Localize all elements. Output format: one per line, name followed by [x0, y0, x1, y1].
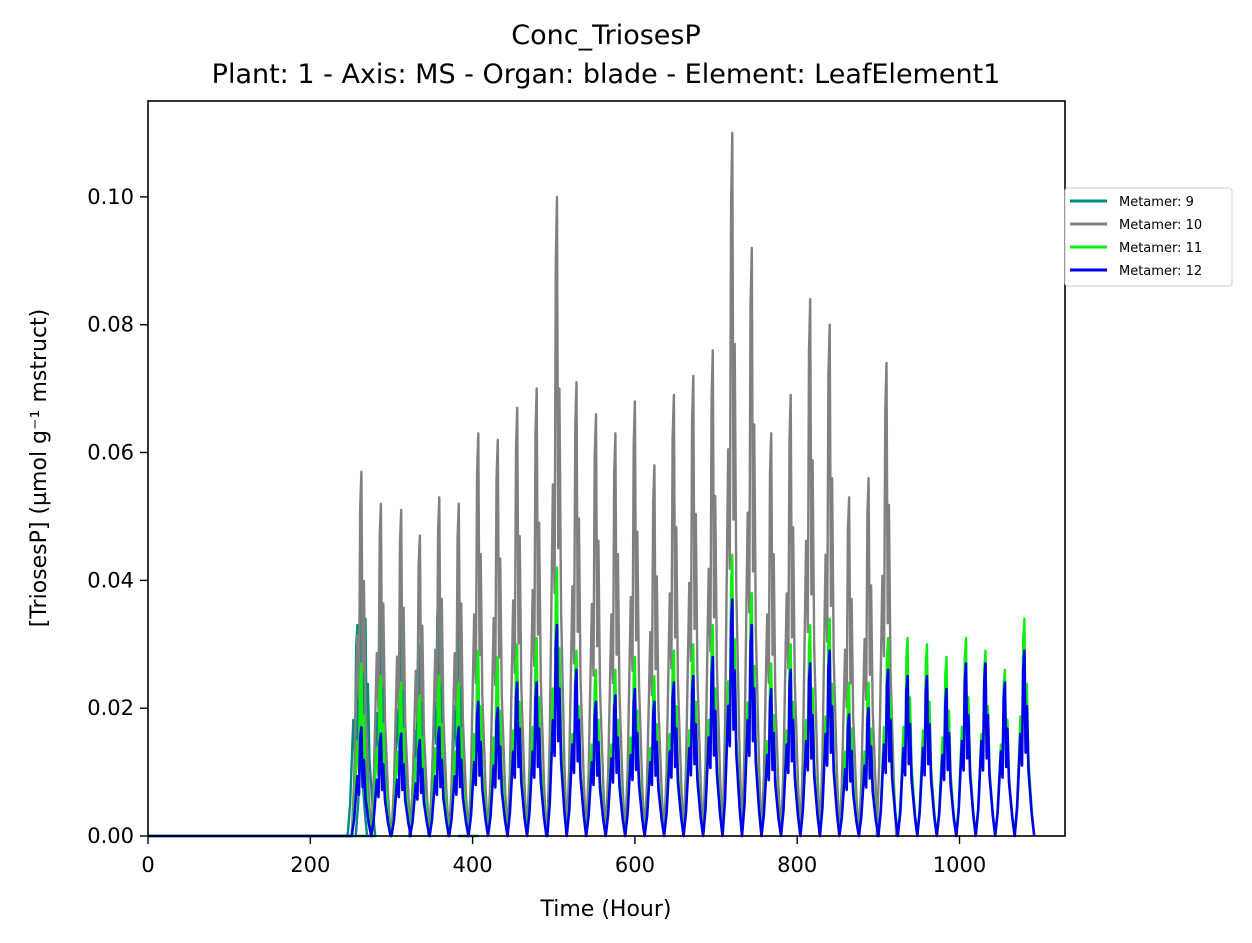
y-tick-label: 0.02 — [87, 696, 134, 720]
x-tick-label: 1000 — [933, 853, 986, 877]
x-axis-label: Time (Hour) — [540, 897, 672, 922]
series-line-metamer-12 — [148, 598, 1036, 838]
y-tick-label: 0.10 — [87, 185, 134, 209]
x-tick-label: 0 — [141, 853, 154, 877]
plot-area — [148, 101, 1065, 836]
x-tick-label: 400 — [453, 853, 493, 877]
y-tick-label: 0.04 — [87, 568, 134, 592]
y-axis-label: [TriosesP] (µmol g⁻¹ mstruct) — [27, 309, 52, 627]
y-tick-label: 0.06 — [87, 441, 134, 465]
legend-label-metamer-12: Metamer: 12 — [1119, 264, 1202, 279]
chart-subtitle: Plant: 1 - Axis: MS - Organ: blade - Ele… — [212, 59, 1001, 90]
legend-label-metamer-9: Metamer: 9 — [1119, 195, 1194, 210]
legend-label-metamer-10: Metamer: 10 — [1119, 218, 1202, 233]
legend-label-metamer-11: Metamer: 11 — [1119, 241, 1202, 256]
chart-title: Conc_TriosesP — [511, 20, 701, 51]
y-axis-ticks: 0.00 0.02 0.04 0.06 0.08 0.10 — [87, 185, 148, 848]
x-tick-label: 800 — [777, 853, 817, 877]
legend-box — [1064, 187, 1233, 287]
x-axis-ticks: 0 200 400 600 800 1000 — [141, 836, 986, 877]
series-line-metamer-10 — [148, 131, 898, 838]
y-tick-label: 0.08 — [87, 313, 134, 337]
x-tick-label: 200 — [290, 853, 330, 877]
legend: Metamer: 9 Metamer: 10 Metamer: 11 Metam… — [1064, 187, 1233, 287]
x-tick-label: 600 — [615, 853, 655, 877]
series-layer — [148, 131, 1036, 838]
y-tick-label: 0.00 — [87, 824, 134, 848]
plot-frame — [147, 100, 1066, 837]
